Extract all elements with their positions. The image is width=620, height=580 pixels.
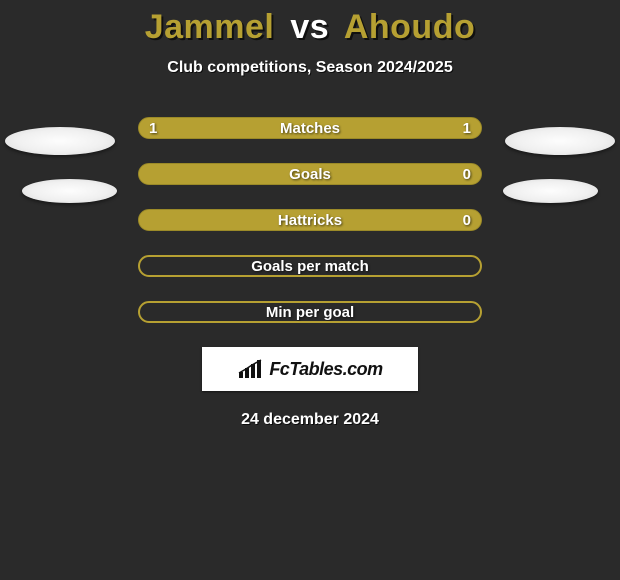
- avatar-placeholder-left-2: [22, 179, 117, 203]
- stat-bar-right-fill: [310, 210, 481, 230]
- stat-bar-right-fill: [310, 257, 480, 275]
- vs-label: vs: [290, 8, 329, 46]
- stat-bar: Min per goal: [138, 301, 482, 323]
- stat-bar-left-fill: [140, 257, 310, 275]
- stat-bar-right-fill: [310, 164, 481, 184]
- subtitle: Club competitions, Season 2024/2025: [0, 59, 620, 77]
- stat-bar-left-fill: [139, 210, 310, 230]
- stats-zone: Matches11Goals0Hattricks0Goals per match…: [0, 117, 620, 323]
- stat-bar-left-fill: [139, 118, 310, 138]
- stat-bar: Hattricks0: [138, 209, 482, 231]
- player2-name: Ahoudo: [344, 8, 475, 46]
- avatar-placeholder-right-2: [503, 179, 598, 203]
- stat-value-right: 0: [463, 210, 471, 230]
- title: Jammel vs Ahoudo: [0, 8, 620, 47]
- brand-text: FcTables.com: [269, 359, 382, 380]
- stat-bars: Matches11Goals0Hattricks0Goals per match…: [138, 117, 482, 323]
- stat-bar: Goals per match: [138, 255, 482, 277]
- stat-value-right: 0: [463, 164, 471, 184]
- avatar-placeholder-left-1: [5, 127, 115, 155]
- stat-bar: Matches11: [138, 117, 482, 139]
- avatar-placeholder-right-1: [505, 127, 615, 155]
- brand-box[interactable]: FcTables.com: [202, 347, 418, 391]
- stat-bar-right-fill: [310, 118, 481, 138]
- stat-bar-left-fill: [139, 164, 310, 184]
- stat-bar-right-fill: [310, 303, 480, 321]
- comparison-card: Jammel vs Ahoudo Club competitions, Seas…: [0, 0, 620, 580]
- stat-value-left: 1: [149, 118, 157, 138]
- brand-bars-icon: [237, 358, 263, 380]
- stat-bar-left-fill: [140, 303, 310, 321]
- stat-bar: Goals0: [138, 163, 482, 185]
- stat-value-right: 1: [463, 118, 471, 138]
- date-label: 24 december 2024: [0, 411, 620, 429]
- player1-name: Jammel: [145, 8, 275, 46]
